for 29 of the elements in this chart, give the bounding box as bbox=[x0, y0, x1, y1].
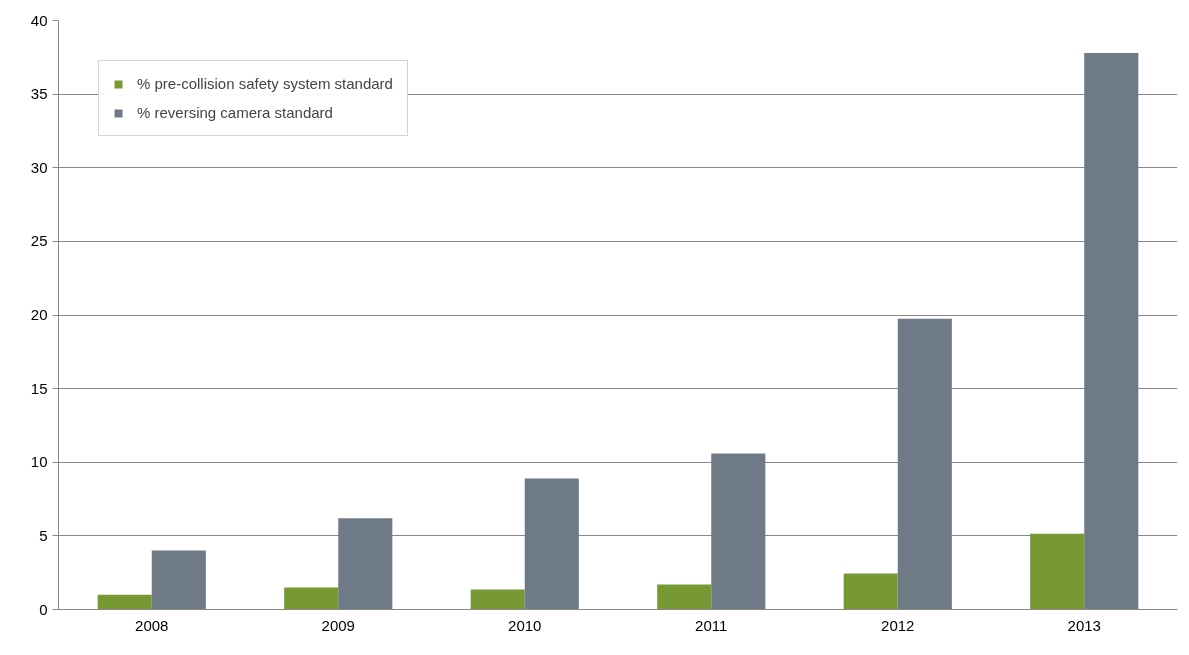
bar bbox=[1030, 533, 1085, 610]
legend-label: % pre-collision safety system standard bbox=[137, 75, 393, 92]
bar bbox=[711, 453, 766, 610]
bar bbox=[1084, 52, 1139, 610]
y-tick-label: 30 bbox=[30, 158, 48, 176]
y-tick-label: 5 bbox=[39, 526, 48, 544]
y-tick-label: 10 bbox=[30, 453, 48, 471]
x-tick-label: 2011 bbox=[695, 616, 728, 634]
bar bbox=[897, 318, 952, 610]
y-tick-label: 15 bbox=[30, 379, 48, 397]
y-tick-label: 20 bbox=[30, 306, 48, 323]
x-tick-label: 2008 bbox=[135, 616, 169, 634]
y-tick-label: 0 bbox=[39, 600, 48, 618]
bar bbox=[843, 573, 898, 610]
y-tick-label: 35 bbox=[30, 85, 48, 103]
x-tick-label: 2010 bbox=[508, 616, 542, 634]
bar bbox=[338, 518, 393, 610]
bar bbox=[524, 478, 579, 610]
legend-label: % reversing camera standard bbox=[137, 104, 333, 121]
y-tick-label: 40 bbox=[30, 11, 48, 29]
x-tick-label: 2013 bbox=[1067, 616, 1101, 634]
bar bbox=[97, 594, 152, 610]
x-tick-label: 2009 bbox=[321, 616, 355, 634]
bar bbox=[284, 587, 339, 610]
bar bbox=[470, 589, 525, 610]
bar bbox=[657, 584, 712, 610]
y-tick-label: 25 bbox=[30, 232, 48, 250]
x-tick-label: 2012 bbox=[881, 616, 915, 634]
bar bbox=[151, 550, 206, 610]
